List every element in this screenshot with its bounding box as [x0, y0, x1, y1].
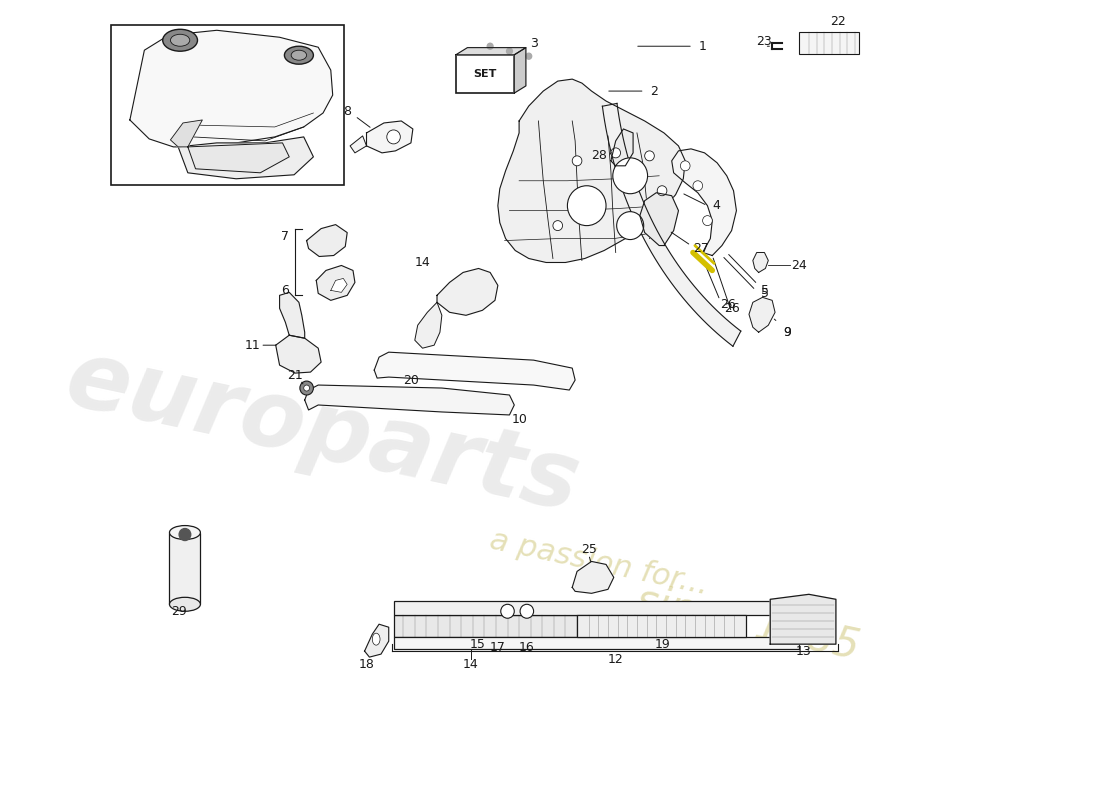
- Text: 14: 14: [463, 658, 478, 670]
- Circle shape: [487, 43, 493, 50]
- Ellipse shape: [163, 30, 198, 51]
- Bar: [169, 533, 200, 604]
- Text: a passion for...: a passion for...: [487, 526, 712, 601]
- Polygon shape: [178, 137, 314, 178]
- Bar: [394, 637, 800, 649]
- Text: 26: 26: [724, 302, 739, 315]
- Polygon shape: [279, 292, 305, 338]
- Polygon shape: [640, 193, 679, 246]
- Circle shape: [553, 221, 562, 230]
- Circle shape: [304, 385, 309, 391]
- Text: 24: 24: [791, 259, 807, 272]
- Circle shape: [613, 158, 648, 194]
- Ellipse shape: [285, 46, 314, 64]
- Ellipse shape: [169, 526, 200, 539]
- Polygon shape: [603, 103, 740, 346]
- Text: europarts: europarts: [58, 333, 588, 531]
- Bar: [111, 26, 344, 185]
- Polygon shape: [276, 335, 321, 373]
- Text: 28: 28: [592, 150, 607, 162]
- Polygon shape: [610, 129, 634, 166]
- Bar: [394, 615, 732, 637]
- Polygon shape: [572, 562, 614, 594]
- Text: 3: 3: [530, 37, 538, 50]
- Text: 20: 20: [403, 374, 419, 386]
- Text: 14: 14: [415, 256, 430, 269]
- Circle shape: [617, 212, 643, 239]
- Text: 6: 6: [282, 284, 289, 297]
- Text: SET: SET: [473, 69, 497, 79]
- Polygon shape: [498, 79, 685, 262]
- Text: 4: 4: [712, 199, 720, 212]
- Bar: [455, 55, 515, 93]
- Circle shape: [520, 604, 534, 618]
- Text: 5: 5: [761, 284, 769, 297]
- Text: 12: 12: [608, 653, 624, 666]
- Circle shape: [507, 48, 513, 54]
- Polygon shape: [170, 120, 202, 147]
- Bar: [394, 602, 800, 615]
- Bar: [578, 615, 746, 637]
- Text: 16: 16: [519, 641, 535, 654]
- Polygon shape: [515, 48, 526, 93]
- Circle shape: [703, 216, 713, 226]
- Text: 21: 21: [287, 369, 303, 382]
- Text: 25: 25: [581, 543, 596, 556]
- Polygon shape: [770, 594, 836, 644]
- Circle shape: [387, 130, 400, 144]
- Text: since 1985: since 1985: [632, 579, 864, 667]
- Text: 17: 17: [490, 641, 506, 654]
- Polygon shape: [188, 143, 289, 173]
- Polygon shape: [130, 30, 332, 147]
- Text: 11: 11: [244, 338, 261, 352]
- Polygon shape: [672, 149, 736, 255]
- Polygon shape: [415, 302, 442, 348]
- Polygon shape: [455, 48, 526, 55]
- Polygon shape: [350, 136, 366, 153]
- Circle shape: [500, 604, 515, 618]
- Text: 1: 1: [698, 40, 706, 53]
- Polygon shape: [317, 266, 355, 300]
- Circle shape: [572, 156, 582, 166]
- Circle shape: [657, 186, 667, 196]
- Text: 9: 9: [783, 326, 792, 338]
- Circle shape: [526, 54, 531, 59]
- Text: 18: 18: [359, 658, 374, 670]
- Circle shape: [179, 529, 190, 541]
- Polygon shape: [437, 269, 498, 315]
- Circle shape: [610, 148, 620, 158]
- Text: 19: 19: [654, 638, 670, 650]
- Text: 15: 15: [470, 638, 485, 650]
- Text: 13: 13: [796, 645, 812, 658]
- Bar: [800, 32, 859, 54]
- Polygon shape: [331, 278, 348, 292]
- Circle shape: [300, 381, 313, 395]
- Polygon shape: [307, 225, 348, 257]
- Text: 29: 29: [172, 605, 187, 618]
- Text: 26: 26: [719, 298, 736, 311]
- Text: 7: 7: [282, 230, 289, 243]
- Ellipse shape: [169, 598, 200, 611]
- Polygon shape: [752, 253, 768, 273]
- Polygon shape: [305, 385, 515, 415]
- Polygon shape: [749, 298, 775, 332]
- Text: 10: 10: [512, 414, 527, 426]
- Polygon shape: [374, 352, 575, 390]
- Text: 23: 23: [757, 34, 772, 48]
- Ellipse shape: [372, 633, 379, 645]
- Text: 9: 9: [783, 326, 792, 338]
- Circle shape: [645, 151, 654, 161]
- Text: 5: 5: [761, 287, 769, 300]
- Text: 27: 27: [693, 242, 708, 255]
- Polygon shape: [366, 121, 412, 153]
- Circle shape: [568, 186, 606, 226]
- Ellipse shape: [292, 50, 307, 60]
- Text: 22: 22: [830, 15, 846, 28]
- Circle shape: [693, 181, 703, 190]
- Ellipse shape: [170, 34, 190, 46]
- Text: 8: 8: [343, 105, 351, 118]
- Polygon shape: [364, 624, 388, 657]
- Circle shape: [681, 161, 690, 170]
- Text: 2: 2: [650, 85, 658, 98]
